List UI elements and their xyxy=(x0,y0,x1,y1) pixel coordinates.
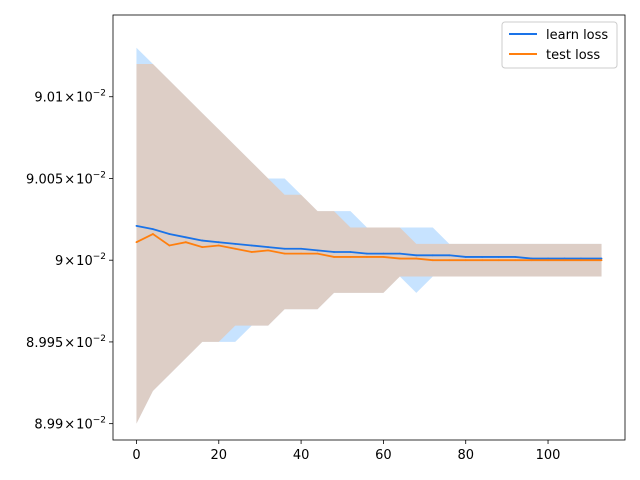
band-test-loss xyxy=(136,64,602,424)
point-test-loss xyxy=(530,259,533,262)
point-test-loss xyxy=(316,252,319,255)
confidence-bands xyxy=(136,47,602,424)
point-test-loss xyxy=(481,259,484,262)
point-test-loss xyxy=(547,259,549,262)
y-tick-label: 8.995×10−2 xyxy=(26,334,106,351)
point-test-loss xyxy=(250,251,253,253)
point-test-loss xyxy=(580,259,582,262)
x-tick-label: 20 xyxy=(211,448,228,463)
point-test-loss xyxy=(283,252,286,255)
point-learn-loss xyxy=(184,236,187,239)
point-learn-loss xyxy=(168,233,171,235)
x-axis: 0 20 40 60 80 100 xyxy=(132,440,560,463)
point-learn-loss xyxy=(448,254,451,257)
point-test-loss xyxy=(349,256,352,258)
point-test-loss xyxy=(184,241,187,244)
point-test-loss xyxy=(366,256,368,258)
point-test-loss xyxy=(415,257,418,260)
series-lines xyxy=(135,224,603,262)
point-learn-loss xyxy=(217,241,220,244)
point-test-loss xyxy=(382,256,385,258)
band-learn-loss xyxy=(136,47,602,424)
y-tick-label: 9.005×10−2 xyxy=(26,170,106,187)
point-learn-loss xyxy=(316,249,319,252)
point-test-loss xyxy=(398,257,401,260)
point-test-loss xyxy=(135,241,138,244)
point-test-loss xyxy=(514,259,517,262)
point-learn-loss xyxy=(415,254,418,257)
point-learn-loss xyxy=(600,257,603,260)
point-learn-loss xyxy=(152,228,154,231)
point-test-loss xyxy=(563,259,566,262)
point-learn-loss xyxy=(563,257,566,260)
point-learn-loss xyxy=(382,252,385,255)
point-learn-loss xyxy=(398,252,401,255)
point-learn-loss xyxy=(464,256,467,258)
point-test-loss xyxy=(201,246,204,249)
point-learn-loss xyxy=(135,224,138,227)
y-axis: 8.99×10−2 8.995×10−2 9×10−2 9.005×10−2 9.01×… xyxy=(26,89,113,433)
point-test-loss xyxy=(464,259,467,262)
x-tick-label: 60 xyxy=(375,448,392,463)
x-tick-label: 80 xyxy=(457,448,474,463)
y-tick-label: 9.01×10−2 xyxy=(34,89,106,106)
point-learn-loss xyxy=(580,257,582,260)
legend-label-learn-loss: learn loss xyxy=(546,28,608,43)
plot-frame xyxy=(112,14,626,441)
point-test-loss xyxy=(431,259,434,262)
x-tick-label: 40 xyxy=(293,448,310,463)
point-test-loss xyxy=(267,249,270,252)
point-learn-loss xyxy=(431,254,434,257)
point-learn-loss xyxy=(514,256,517,258)
point-learn-loss xyxy=(283,247,286,250)
point-learn-loss xyxy=(530,257,533,260)
point-test-loss xyxy=(168,244,171,247)
point-learn-loss xyxy=(481,256,484,258)
y-tick-label: 8.99×10−2 xyxy=(34,416,106,433)
point-learn-loss xyxy=(349,251,352,253)
point-learn-loss xyxy=(366,252,368,255)
point-test-loss xyxy=(497,259,500,262)
point-test-loss xyxy=(600,259,603,262)
point-learn-loss xyxy=(267,246,270,249)
point-test-loss xyxy=(234,247,237,250)
point-learn-loss xyxy=(250,244,253,247)
x-tick-label: 0 xyxy=(132,448,140,463)
x-tick-label: 100 xyxy=(536,448,561,463)
point-test-loss xyxy=(333,256,335,258)
point-learn-loss xyxy=(201,239,204,242)
point-learn-loss xyxy=(333,251,335,253)
point-learn-loss xyxy=(497,256,500,258)
point-test-loss xyxy=(300,252,302,255)
point-learn-loss xyxy=(547,257,549,260)
y-tick-label: 9×10−2 xyxy=(55,252,106,269)
point-learn-loss xyxy=(300,247,302,250)
point-test-loss xyxy=(152,233,154,235)
point-test-loss xyxy=(448,259,451,262)
legend: learn loss test loss xyxy=(501,21,618,69)
point-test-loss xyxy=(217,244,220,247)
point-learn-loss xyxy=(234,242,237,245)
legend-label-test-loss: test loss xyxy=(546,48,600,63)
